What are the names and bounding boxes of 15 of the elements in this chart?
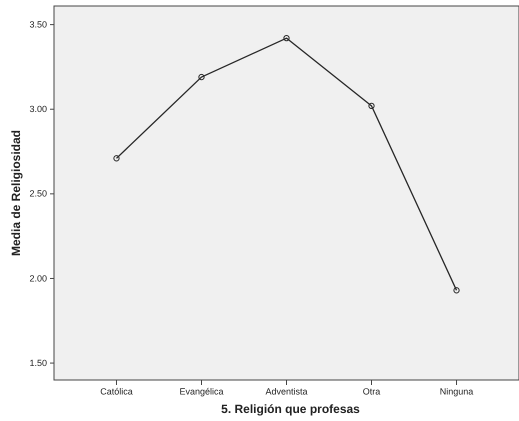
y-tick-label: 2.50 [29, 188, 47, 199]
x-axis-title: 5. Religión que profesas [221, 402, 360, 416]
y-tick-label: 1.50 [29, 358, 47, 368]
x-tick-label: Evangélica [179, 386, 224, 396]
point [283, 35, 290, 42]
x-tick-label: Católica [100, 386, 133, 396]
y-tick-label: 3.00 [29, 104, 47, 114]
point [198, 74, 205, 80]
x-tick-label: Adventista [265, 386, 308, 396]
point [368, 102, 375, 109]
y-tick-label: 3.50 [29, 19, 47, 30]
x-tick-label: Ninguna [440, 386, 474, 396]
x-tick-label: Otra [362, 386, 380, 396]
y-axis-title: Media de Religiosidad [9, 130, 23, 256]
y-tick-label: 2.00 [29, 273, 47, 284]
